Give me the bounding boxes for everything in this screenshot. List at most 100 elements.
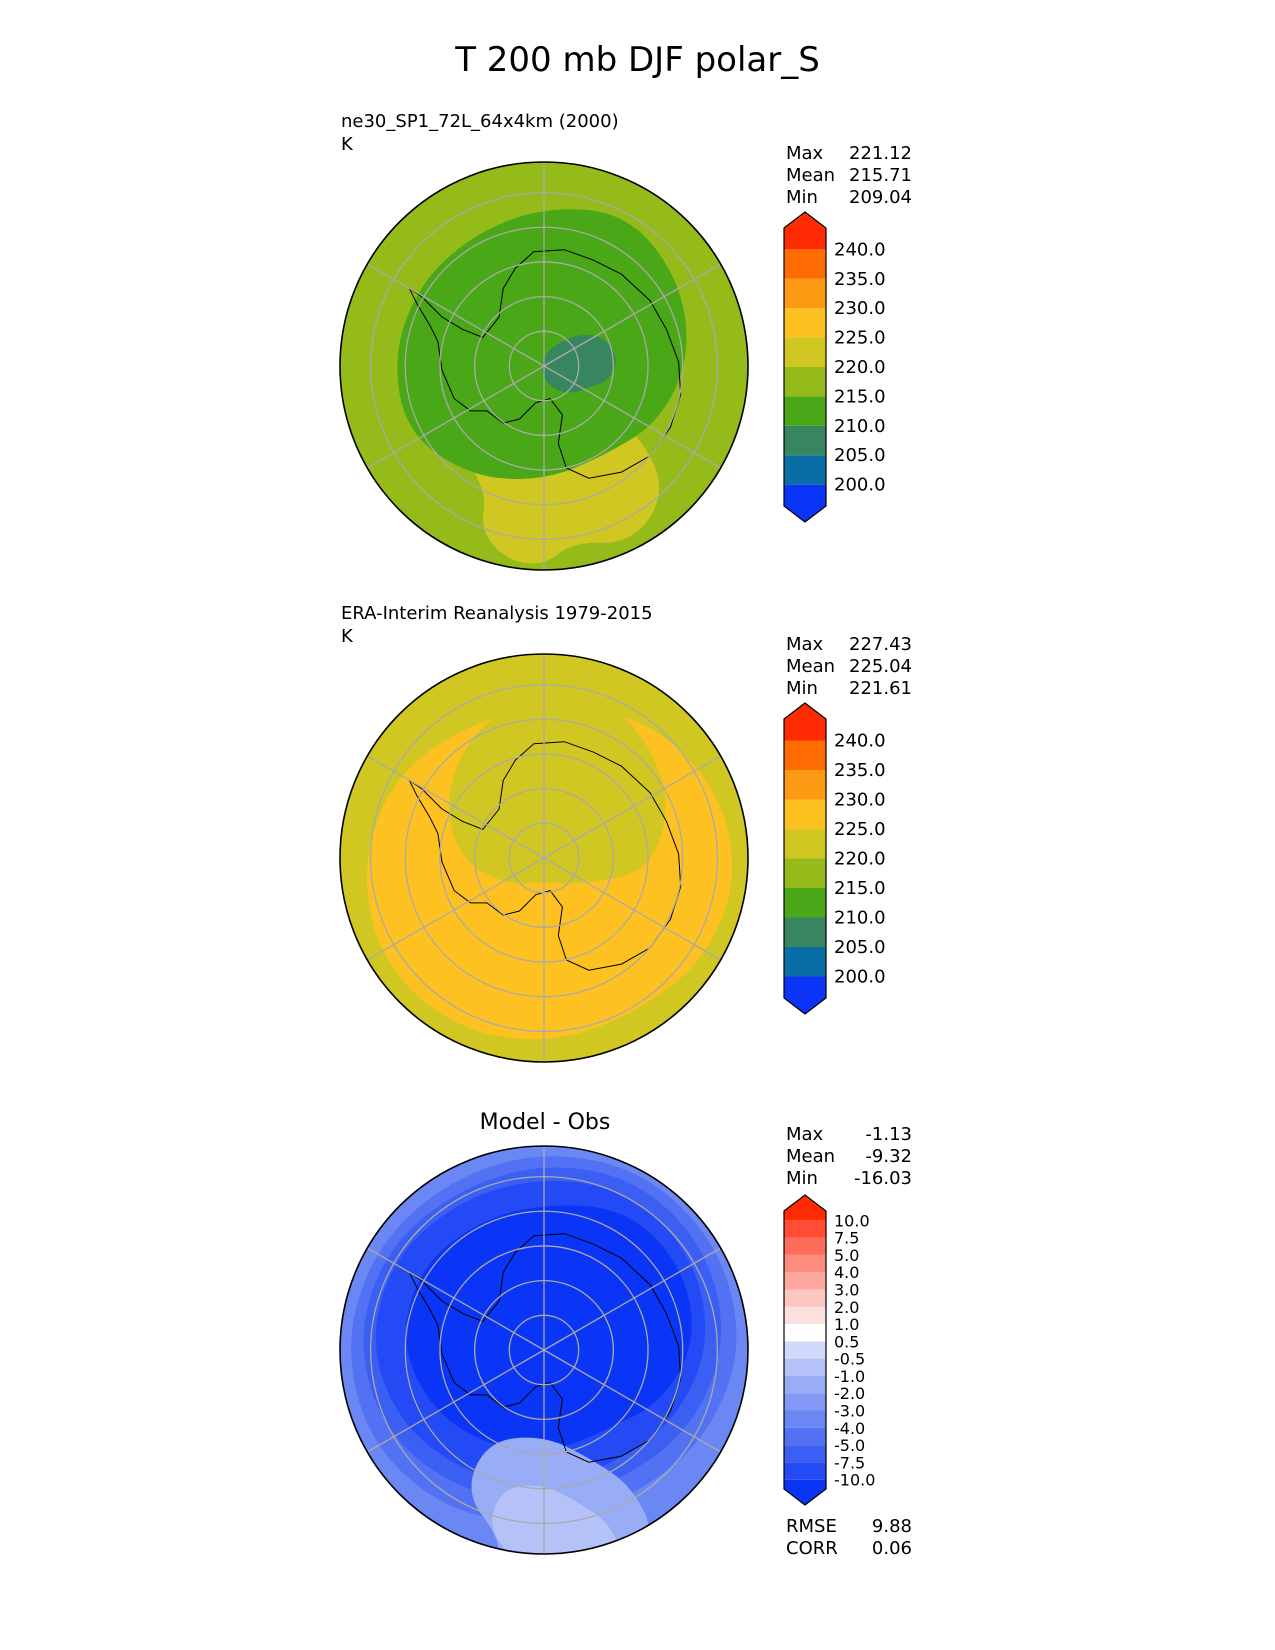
colorbar-tick-6: 225.0 <box>834 819 886 840</box>
colorbar-3: -10.0-7.5-5.0-4.0-3.0-2.0-1.0-0.50.51.02… <box>783 1194 875 1506</box>
coastline <box>408 249 682 479</box>
colorbar-swatch-10 <box>784 1324 826 1342</box>
colorbar-tick-5: 220.0 <box>834 849 886 870</box>
colorbar-swatch-6 <box>784 337 826 367</box>
colorbar-swatch-7 <box>784 308 826 338</box>
meridian-line <box>367 1247 545 1351</box>
map-boundary <box>339 653 749 1063</box>
coastline <box>408 741 682 971</box>
colorbar-swatch-3 <box>784 425 826 456</box>
panel-3-stats: Max -1.13 Mean -9.32 Min -16.03 <box>786 1124 912 1190</box>
stat-max: Max -1.13 <box>786 1124 912 1145</box>
colorbar-tick-9: 0.5 <box>834 1332 859 1351</box>
stat-max: Max 221.12 <box>786 143 912 164</box>
map-boundary <box>339 1145 749 1555</box>
colorbar-tick-1: 200.0 <box>834 967 886 988</box>
panel-3-title: Model - Obs <box>479 1110 611 1135</box>
colorbar-tick-8: 235.0 <box>834 269 886 290</box>
colorbar-swatch-1 <box>784 976 826 1014</box>
colorbar-swatch-8 <box>784 278 826 309</box>
colorbar-tick-8: -0.5 <box>834 1350 865 1369</box>
figure-title: T 200 mb DJF polar_S <box>455 40 820 80</box>
stat-mean: Mean 225.04 <box>786 656 912 677</box>
colorbar-swatch-16 <box>784 1220 826 1238</box>
field-1 <box>340 162 748 570</box>
meridian-line <box>543 365 721 469</box>
colorbar-tick-5: 220.0 <box>834 357 886 378</box>
colorbar-swatch-5 <box>784 367 826 397</box>
polar-map-1 <box>339 161 749 571</box>
colorbar-tick-3: 210.0 <box>834 416 886 437</box>
colorbar-swatch-10 <box>784 212 826 250</box>
colorbar-swatch-2 <box>784 947 826 977</box>
colorbar-1: 200.0 205.0 210.0 215.0 220.0 225.0 230.0 235.0… <box>783 211 886 523</box>
colorbar-outline <box>783 1194 827 1506</box>
colorbar-outline <box>783 702 827 1015</box>
colorbar-swatch-6 <box>784 829 826 859</box>
colorbar-tick-6: 225.0 <box>834 328 886 349</box>
colorbar-swatch-13 <box>784 1272 826 1290</box>
colorbar-swatch-2 <box>784 455 826 485</box>
stat-max: Max 227.43 <box>786 634 912 655</box>
colorbar-tick-7: -1.0 <box>834 1367 865 1386</box>
polar-map-3 <box>339 1145 749 1555</box>
colorbar-swatch-3 <box>784 1445 826 1463</box>
meridian-line <box>367 1349 545 1453</box>
colorbar-tick-9: 240.0 <box>834 239 886 260</box>
colorbar-swatch-5 <box>784 858 826 888</box>
colorbar-swatch-4 <box>784 396 826 426</box>
colorbar-tick-3: -5.0 <box>834 1436 865 1455</box>
stat-mean: Mean -9.32 <box>786 1146 912 1167</box>
colorbar-swatch-9 <box>784 1341 826 1359</box>
panel-1-stats: Max 221.12 Mean 215.71 Min 209.04 <box>786 143 912 209</box>
colorbar-swatch-2 <box>784 1462 826 1480</box>
stat-rmse: RMSE 9.88 <box>786 1516 912 1537</box>
meridian-line <box>367 365 545 469</box>
colorbar-tick-1: -10.0 <box>834 1471 875 1490</box>
coastline <box>408 1233 682 1463</box>
meridian-line <box>543 857 721 961</box>
colorbar-swatch-9 <box>784 249 826 279</box>
contour-fill-7 <box>492 1485 621 1554</box>
panel-2-units: K <box>341 626 353 647</box>
meridian-line <box>543 1349 721 1453</box>
field-3 <box>340 1146 748 1554</box>
panel-2-stats: Max 227.43 Mean 225.04 Min 221.61 <box>786 634 912 700</box>
stat-mean: Mean 215.71 <box>786 165 912 186</box>
colorbar-tick-2: 205.0 <box>834 937 886 958</box>
colorbar-swatch-1 <box>784 484 826 522</box>
meridian-line <box>543 1247 721 1351</box>
panel-1-title: ne30_SP1_72L_64x4km (2000) <box>341 111 619 132</box>
colorbar-tick-13: 4.0 <box>834 1263 859 1282</box>
colorbar-tick-3: 210.0 <box>834 908 886 929</box>
field-2 <box>340 654 748 1062</box>
colorbar-tick-15: 7.5 <box>834 1229 859 1248</box>
colorbar-swatch-4 <box>784 1427 826 1446</box>
colorbar-swatch-9 <box>784 740 826 770</box>
colorbar-swatch-7 <box>784 1375 826 1394</box>
colorbar-swatch-4 <box>784 888 826 918</box>
meridian-line <box>367 263 545 367</box>
colorbar-swatch-8 <box>784 770 826 800</box>
contour-fill-3 <box>397 209 687 479</box>
colorbar-tick-10: 1.0 <box>834 1315 859 1334</box>
meridian-line <box>543 263 721 367</box>
colorbar-2: 200.0 205.0 210.0 215.0 220.0 225.0 230.0 235.0… <box>783 702 886 1015</box>
meridian-line <box>543 755 721 859</box>
map-boundary <box>339 161 749 571</box>
stat-min: Min 209.04 <box>786 187 912 208</box>
colorbar-swatch-15 <box>784 1237 826 1255</box>
colorbar-tick-1: 200.0 <box>834 475 886 496</box>
colorbar-outline <box>783 211 827 523</box>
colorbar-tick-11: 2.0 <box>834 1298 859 1317</box>
colorbar-tick-7: 230.0 <box>834 298 886 319</box>
colorbar-tick-9: 240.0 <box>834 731 886 752</box>
colorbar-swatch-8 <box>784 1358 826 1376</box>
colorbar-swatch-11 <box>784 1306 826 1325</box>
colorbar-tick-4: 215.0 <box>834 878 886 899</box>
panel-2-title: ERA-Interim Reanalysis 1979-2015 <box>341 603 653 624</box>
colorbar-tick-5: -3.0 <box>834 1402 865 1421</box>
contour-fill-3 <box>449 694 666 884</box>
colorbar-swatch-7 <box>784 799 826 829</box>
